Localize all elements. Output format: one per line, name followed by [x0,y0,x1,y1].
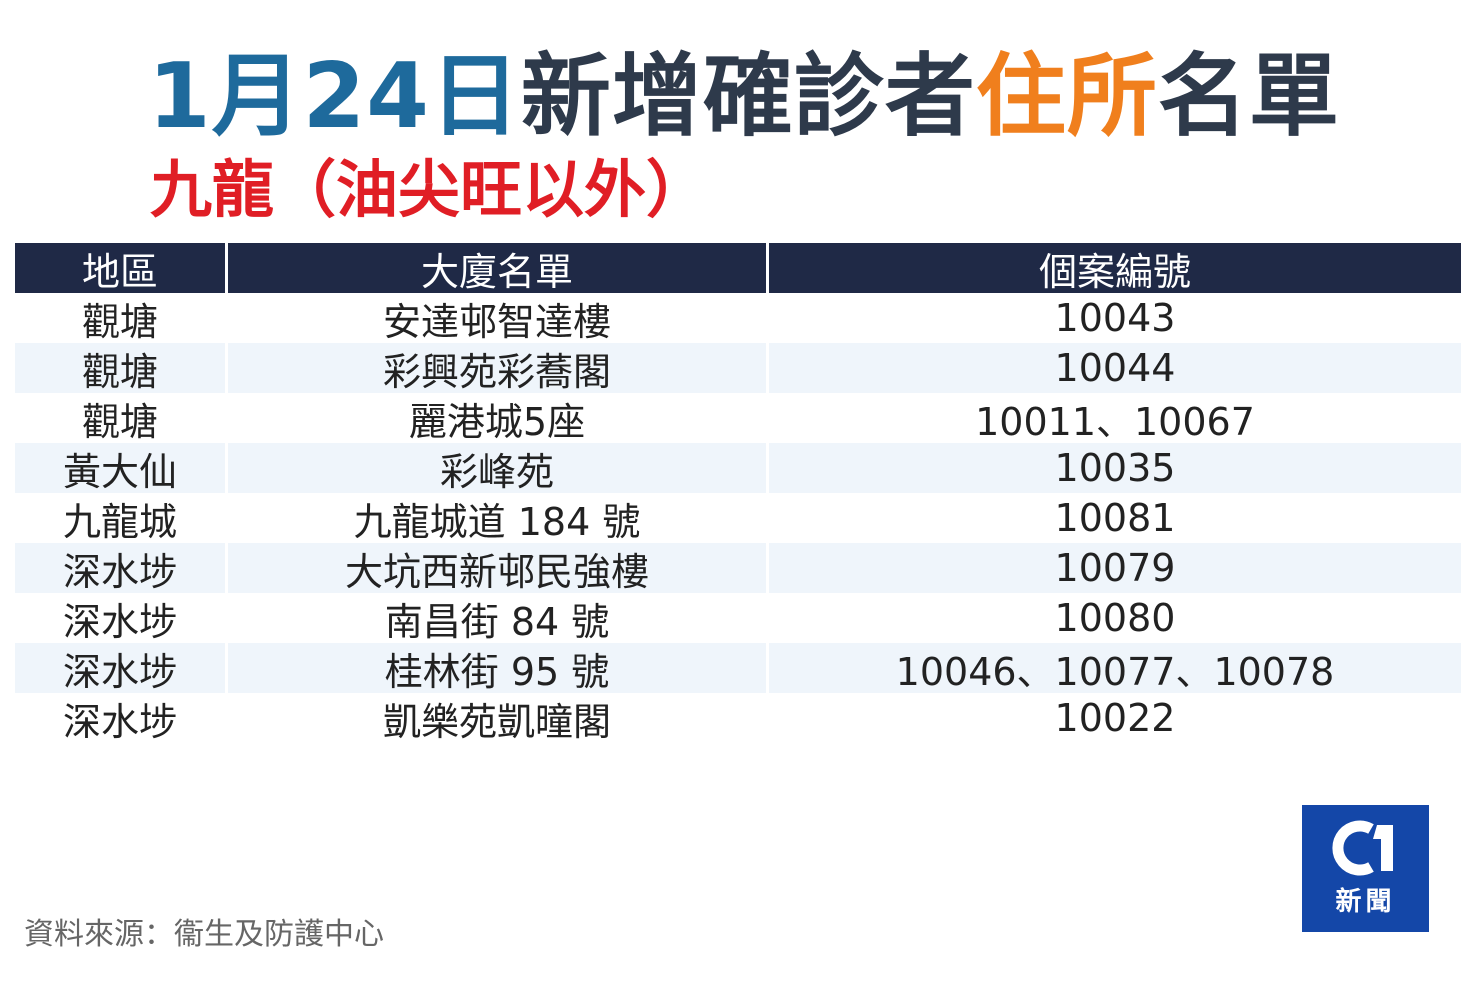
table-row: 觀塘 彩興苑彩蕎閣 10044 [15,343,1461,394]
table-header-row: 地區 大廈名單 個案編號 [15,243,1461,294]
cell-case-number: 10046、10077、10078 [769,643,1461,694]
table-body: 觀塘 安達邨智達樓 10043 觀塘 彩興苑彩蕎閣 10044 觀塘 麗港城5座 10011、1… [15,293,1461,744]
cell-case-number: 10081 [1054,496,1176,540]
cell-case-number: 10035 [769,443,1461,493]
cell-case-number: 10044 [769,343,1461,393]
header-building: 大廈名單 [228,243,766,294]
cell-case-number: 10011、10067 [975,399,1255,444]
cell-case-number: 10080 [1054,596,1176,640]
cell-building: 南昌街 84 號 [384,599,610,644]
cell-district: 觀塘 [81,399,158,444]
source-note: 資料來源：衞生及防護中心 [24,917,384,952]
title-date: 1月24日 [148,44,521,149]
table-row: 深水埗 南昌街 84 號 10080 [15,593,1461,644]
hk01-logo: 新聞 [1302,805,1429,932]
cell-district: 觀塘 [81,299,158,344]
table-row: 黃大仙 彩峰苑 10035 [15,443,1461,494]
cell-case-number: 10079 [769,543,1461,593]
cell-building: 彩峰苑 [228,443,766,494]
cell-district: 深水埗 [62,599,177,644]
page-subtitle: 九龍（油尖旺以外） [150,153,709,226]
cell-building: 彩興苑彩蕎閣 [228,343,766,394]
title-residence: 住所 [975,44,1158,149]
cell-building: 大坑西新邨民強樓 [228,543,766,594]
cell-building: 桂林街 95 號 [228,643,766,694]
cell-district: 觀塘 [15,343,225,394]
cell-district: 深水埗 [62,699,177,744]
cell-district: 深水埗 [15,543,225,594]
cell-case-number: 10022 [1054,696,1176,740]
cell-district: 九龍城 [62,499,177,544]
01-logo-icon [1331,820,1393,876]
page-title: 1月24日新增確診者住所名單 [148,42,1340,152]
cell-building: 凱樂苑凱曈閣 [382,699,611,744]
cell-case-number: 10043 [1054,296,1176,340]
table-row: 深水埗 凱樂苑凱曈閣 10022 [15,693,1461,744]
header-case-number: 個案編號 [769,243,1461,294]
cases-table: 地區 大廈名單 個案編號 觀塘 安達邨智達樓 10043 觀塘 彩興苑彩蕎閣 10044 觀… [15,243,1461,744]
table-row: 深水埗 大坑西新邨民強樓 10079 [15,543,1461,594]
table-row: 觀塘 麗港城5座 10011、10067 [15,393,1461,444]
table-row: 九龍城 九龍城道 184 號 10081 [15,493,1461,544]
table-row: 觀塘 安達邨智達樓 10043 [15,293,1461,344]
header-district: 地區 [15,243,225,294]
title-new-cases: 新增確診者 [520,44,976,149]
cell-building: 九龍城道 184 號 [353,499,641,544]
cell-district: 深水埗 [15,643,225,694]
cell-building: 安達邨智達樓 [382,299,611,344]
cell-district: 黃大仙 [15,443,225,494]
cell-building: 麗港城5座 [408,399,586,444]
table-row: 深水埗 桂林街 95 號 10046、10077、10078 [15,643,1461,694]
logo-text: 新聞 [1335,887,1396,917]
title-list: 名單 [1157,44,1340,149]
